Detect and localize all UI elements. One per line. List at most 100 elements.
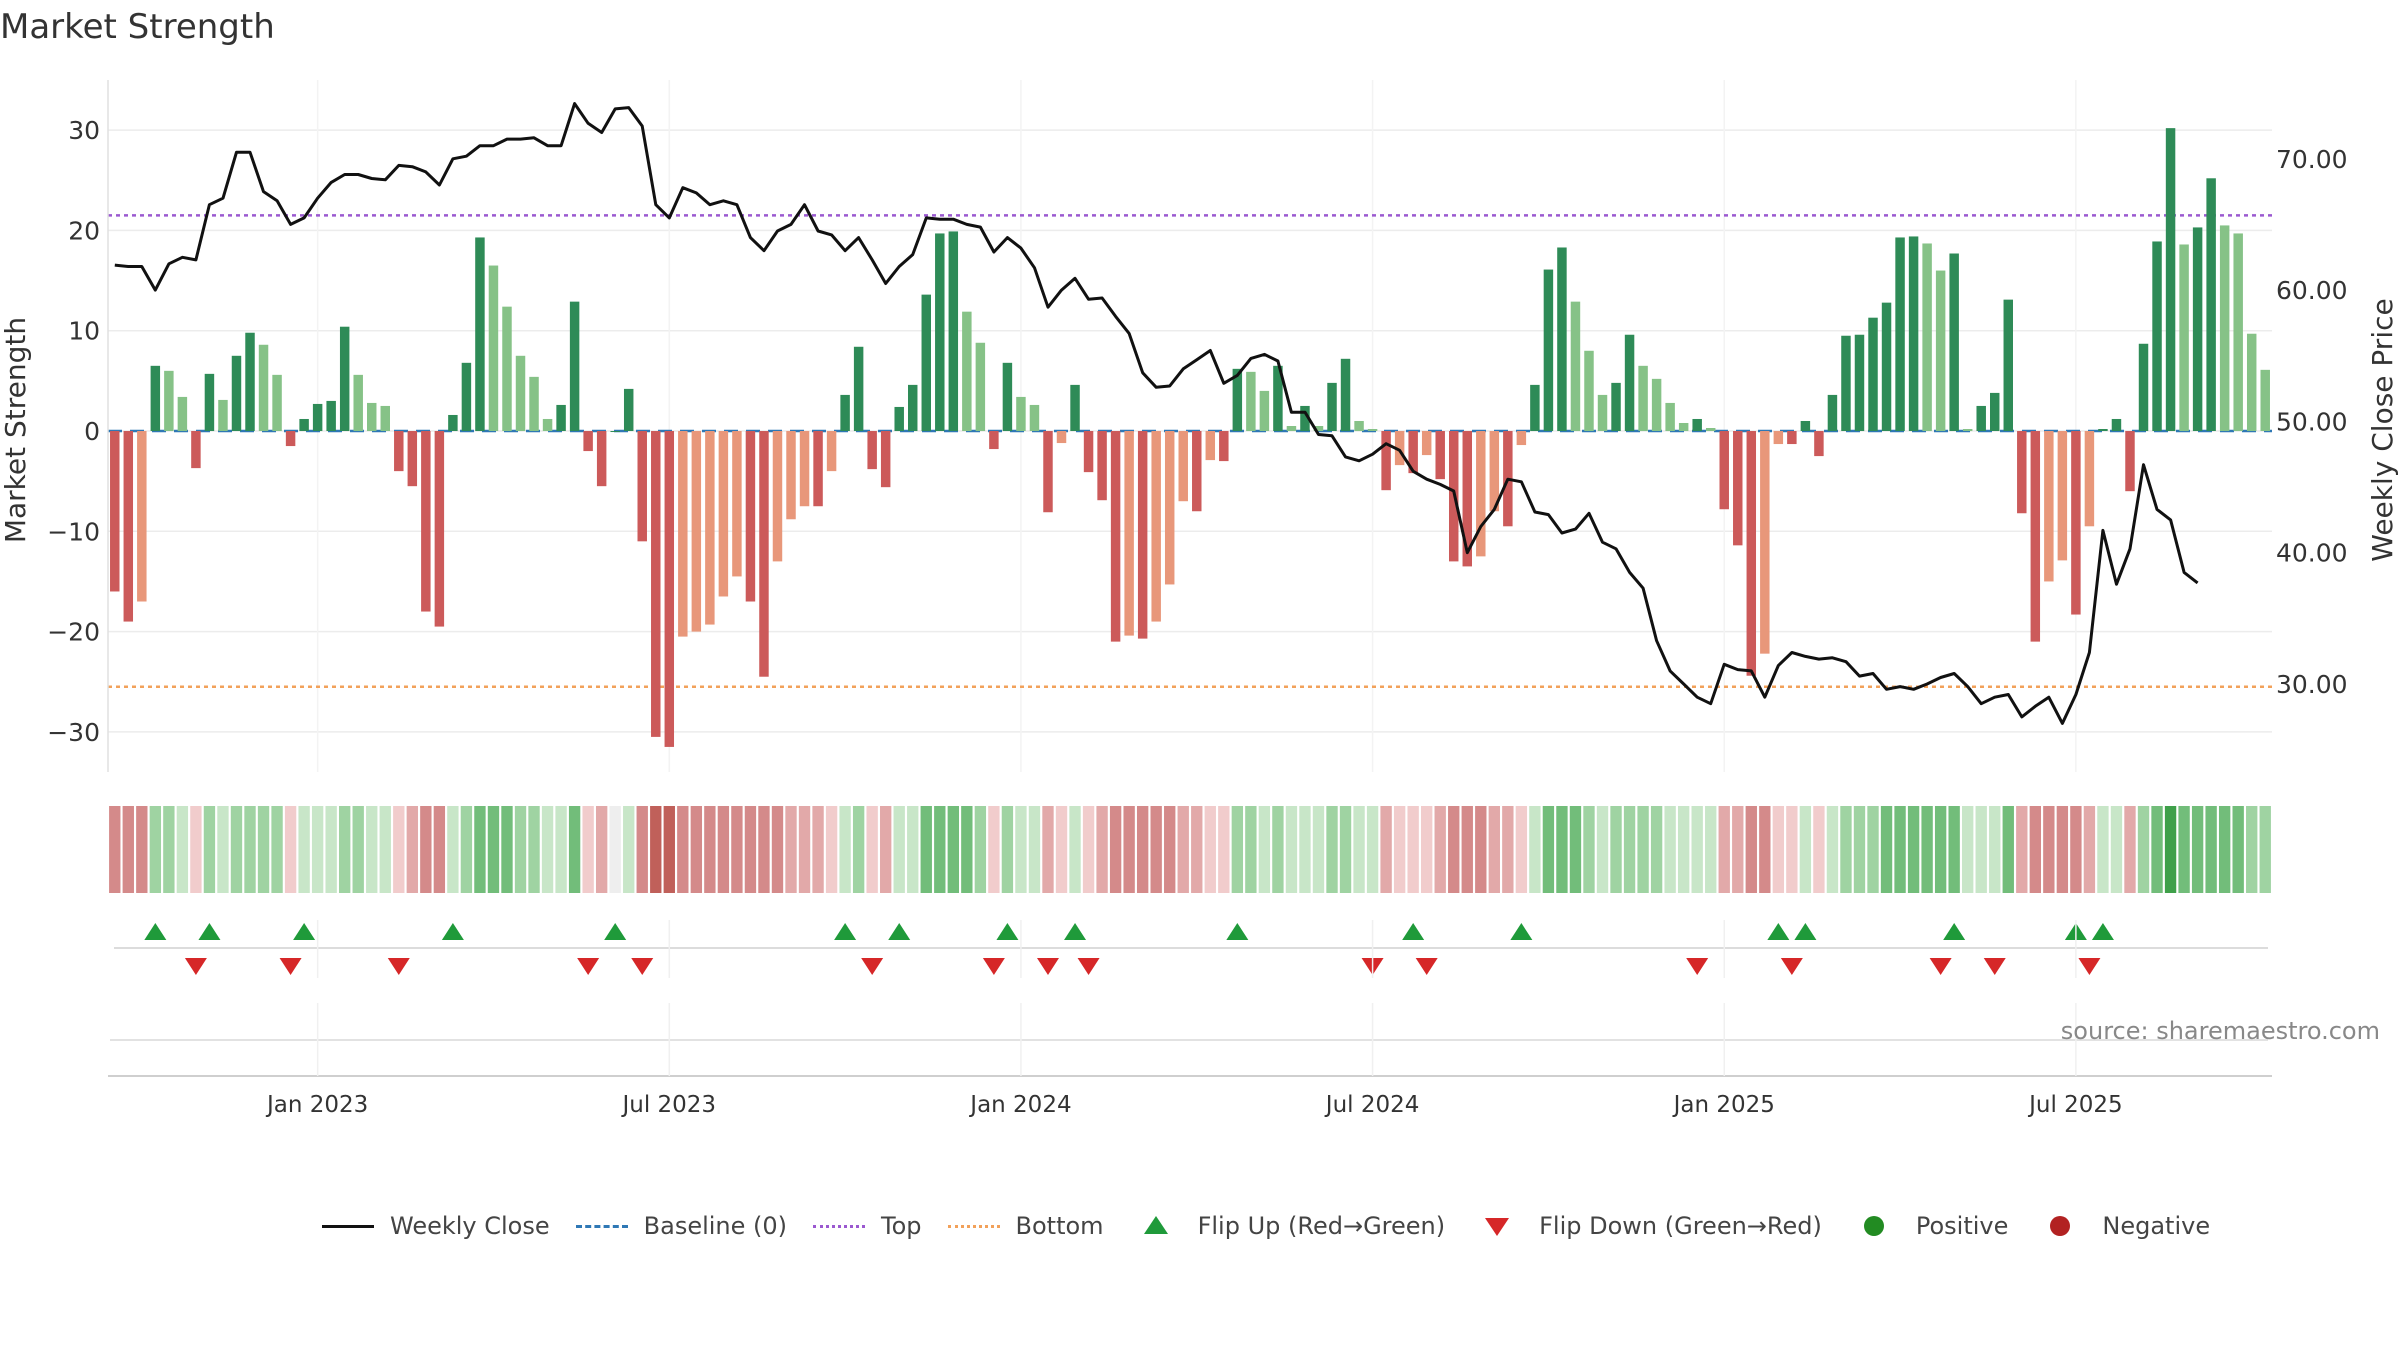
heat-cell xyxy=(1028,806,1041,893)
heat-cell xyxy=(704,806,716,893)
strength-bar xyxy=(1530,384,1540,432)
strength-bar xyxy=(1192,431,1202,512)
heat-cell xyxy=(1488,806,1500,893)
strength-bar xyxy=(1543,269,1554,432)
legend-label: Flip Down (Green→Red) xyxy=(1539,1212,1822,1240)
legend-item-weekly-close: Weekly Close xyxy=(320,1212,550,1240)
strength-bar xyxy=(421,431,431,612)
flip-down-marker xyxy=(2078,958,2101,975)
strength-bar xyxy=(461,362,472,432)
heat-cell xyxy=(2110,806,2123,893)
heat-cell xyxy=(636,806,648,893)
heat-cell xyxy=(501,806,513,893)
strength-bar xyxy=(772,431,783,562)
strength-bar xyxy=(2111,418,2122,432)
strength-bar xyxy=(799,431,810,507)
strength-bar xyxy=(1800,420,1811,432)
heat-cell xyxy=(2259,806,2271,893)
heat-cell xyxy=(1556,806,1568,893)
strength-bar xyxy=(1773,431,1784,445)
legend-label: Positive xyxy=(1915,1212,2009,1240)
strength-bar xyxy=(448,414,458,432)
dotted-line-icon xyxy=(946,1214,1002,1238)
heat-cell xyxy=(568,806,581,893)
strength-bar xyxy=(191,431,201,469)
strength-bar xyxy=(258,344,269,432)
heat-cell xyxy=(1962,806,1974,893)
strength-bar xyxy=(948,231,959,432)
x-tick-label: Jul 2024 xyxy=(1324,1092,1420,1118)
heat-cell xyxy=(1596,806,1609,893)
strength-bar xyxy=(1002,362,1013,432)
strength-bar xyxy=(732,431,742,577)
strength-bar xyxy=(123,431,134,622)
heat-cell xyxy=(393,806,405,893)
legend-label: Weekly Close xyxy=(390,1212,550,1240)
strength-bar xyxy=(1083,431,1094,473)
strength-bar xyxy=(1097,431,1107,501)
flip-down-marker xyxy=(631,958,654,975)
legend-label: Negative xyxy=(2102,1212,2211,1240)
flip-up-marker xyxy=(1064,923,1087,940)
strength-bar xyxy=(475,237,485,432)
heat-cell xyxy=(2205,806,2217,893)
strength-bar xyxy=(1070,384,1080,432)
heat-cell xyxy=(257,806,270,893)
flip-down-marker xyxy=(279,958,302,975)
strength-bar xyxy=(1246,371,1256,432)
y-tick-label: 20 xyxy=(68,216,100,245)
y-tick-label: 0 xyxy=(84,417,100,446)
heat-cell xyxy=(109,806,121,893)
strength-bar xyxy=(1300,405,1310,432)
heat-cell xyxy=(176,806,189,893)
heat-cell xyxy=(474,806,486,893)
strength-bar xyxy=(110,431,120,592)
strength-bar xyxy=(1746,431,1757,676)
heat-cell xyxy=(244,806,256,893)
strength-bar xyxy=(2017,431,2027,514)
strength-bar xyxy=(2057,431,2068,561)
strength-bar xyxy=(596,431,607,487)
heat-cell xyxy=(1759,806,1771,893)
strength-bar xyxy=(339,326,350,432)
heat-cell xyxy=(366,806,378,893)
heat-cell xyxy=(947,806,959,893)
strength-bar xyxy=(637,431,647,542)
heat-cell xyxy=(1705,806,1717,893)
strength-bar xyxy=(1692,418,1702,432)
strength-bar xyxy=(2152,241,2162,432)
strength-bar xyxy=(1854,334,1865,432)
heat-cell xyxy=(1989,806,2001,893)
heat-cell xyxy=(595,806,608,893)
flip-down-marker xyxy=(1780,958,1803,975)
strength-bar xyxy=(285,431,296,447)
strength-bar xyxy=(1340,358,1351,432)
strength-bar xyxy=(434,431,445,627)
flip-up-marker xyxy=(604,923,627,940)
strength-bar xyxy=(921,294,931,432)
heat-cell xyxy=(785,806,797,893)
heat-cell xyxy=(1515,806,1528,893)
y-axis-label: Market Strength xyxy=(0,317,32,543)
heat-cell xyxy=(2164,806,2177,893)
heat-cell xyxy=(731,806,743,893)
heat-cell xyxy=(609,806,621,893)
heat-cell xyxy=(1353,806,1365,893)
strength-bar xyxy=(853,346,864,432)
heat-cell xyxy=(1637,806,1649,893)
heat-cell xyxy=(1015,806,1027,893)
chart-title: Market Strength xyxy=(0,7,275,47)
heat-cell xyxy=(1907,806,1920,893)
heat-cell xyxy=(1826,806,1839,893)
weekly-close-line xyxy=(114,102,2199,725)
strength-bar xyxy=(678,431,688,637)
heat-cell xyxy=(2218,806,2231,893)
flip-up-marker xyxy=(441,923,464,940)
heat-cell xyxy=(1664,806,1676,893)
heat-cell xyxy=(1772,806,1785,893)
heat-cell xyxy=(1786,806,1798,893)
strength-bar xyxy=(1381,431,1391,491)
strength-bar xyxy=(962,311,972,432)
strength-bar xyxy=(1611,382,1621,432)
heat-cell xyxy=(1407,806,1419,893)
